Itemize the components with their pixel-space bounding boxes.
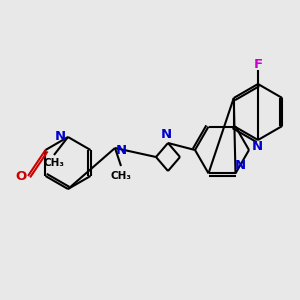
Text: N: N xyxy=(116,143,127,157)
Text: CH₃: CH₃ xyxy=(110,171,131,181)
Text: O: O xyxy=(15,169,27,182)
Text: F: F xyxy=(254,58,262,70)
Text: CH₃: CH₃ xyxy=(44,158,64,168)
Text: N: N xyxy=(160,128,172,140)
Text: N: N xyxy=(54,130,66,143)
Text: N: N xyxy=(251,140,262,154)
Text: N: N xyxy=(235,159,246,172)
